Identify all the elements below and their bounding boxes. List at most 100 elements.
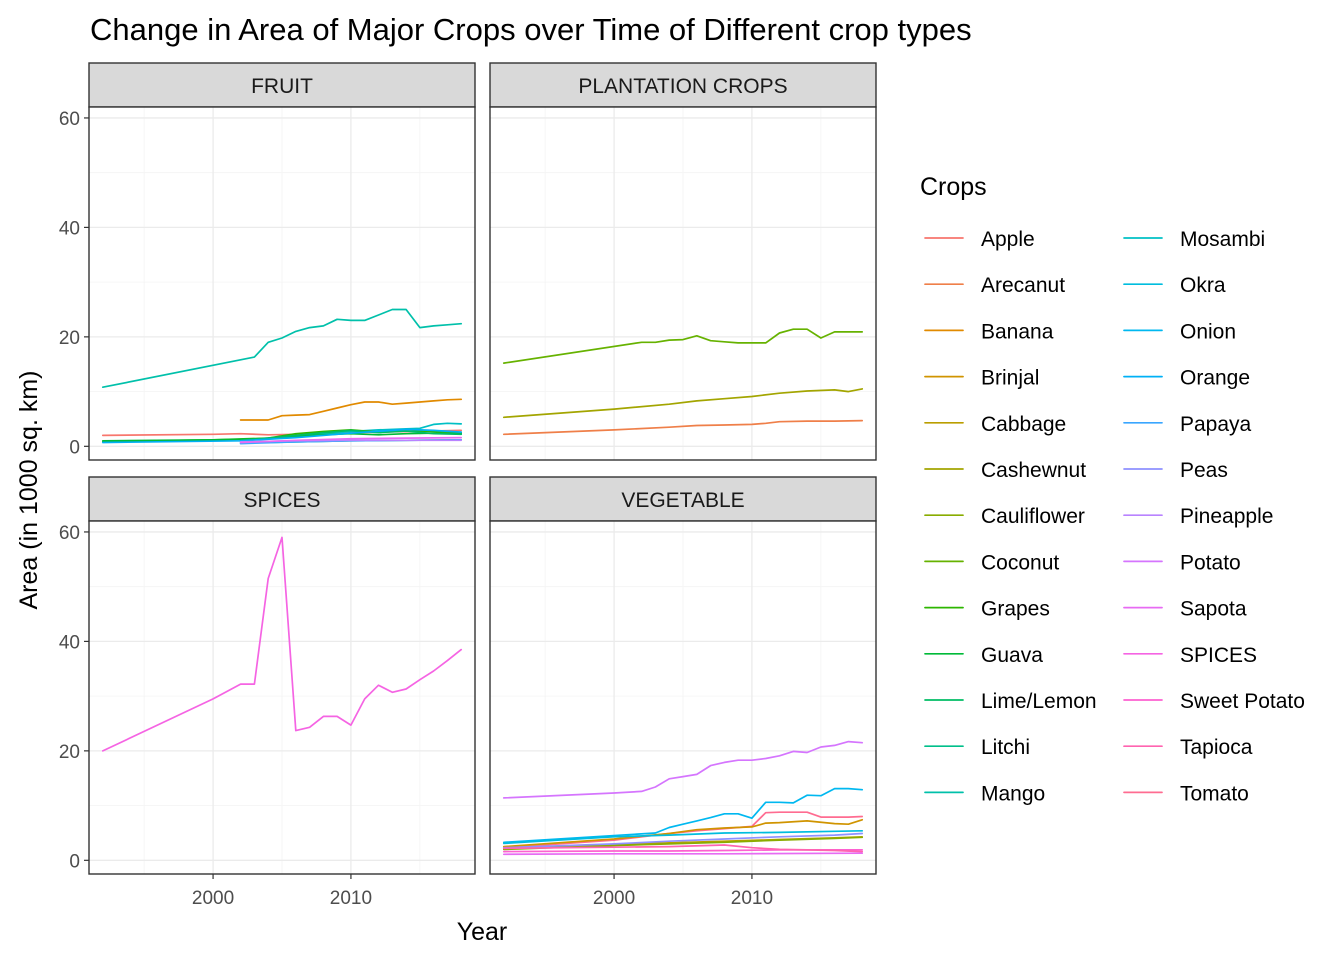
facet-strip-label: VEGETABLE bbox=[621, 489, 744, 512]
legend-label: Guava bbox=[981, 644, 1043, 667]
series-line bbox=[502, 852, 864, 856]
legend-label: Tapioca bbox=[1180, 736, 1253, 759]
legend-item: Pineapple bbox=[1123, 505, 1273, 528]
y-tick-label: 60 bbox=[59, 523, 80, 544]
y-tick-label: 60 bbox=[59, 109, 80, 130]
legend-item: Orange bbox=[1123, 367, 1250, 390]
legend-label: Arecanut bbox=[981, 274, 1065, 297]
y-tick-label: 20 bbox=[59, 328, 80, 349]
series-line bbox=[502, 388, 864, 419]
facet-strip bbox=[88, 62, 476, 108]
legend-item: Cabbage bbox=[924, 413, 1066, 436]
legend-label: Cauliflower bbox=[981, 505, 1085, 528]
legend-item: Cashewnut bbox=[924, 459, 1086, 482]
legend-item: Sweet Potato bbox=[1123, 690, 1305, 713]
legend-item: Peas bbox=[1123, 459, 1228, 482]
legend-title: Crops bbox=[920, 173, 987, 201]
legend-label: Cabbage bbox=[981, 413, 1066, 436]
legend-label: Potato bbox=[1180, 551, 1241, 574]
legend-label: Cashewnut bbox=[981, 459, 1086, 482]
panel-series bbox=[101, 536, 463, 752]
series-line bbox=[502, 740, 864, 799]
facet-strip bbox=[489, 62, 877, 108]
legend-item: Sapota bbox=[1123, 598, 1247, 621]
legend-label: Sweet Potato bbox=[1180, 690, 1305, 713]
legend-label: Lime/Lemon bbox=[981, 690, 1097, 713]
series-line bbox=[502, 787, 864, 844]
facet-panel-fruit: FRUIT bbox=[88, 62, 476, 461]
legend: Crops Apple Arecanut Banana Brinjal Cabbage C… bbox=[920, 173, 1305, 805]
series-line bbox=[502, 328, 864, 364]
legend-item: Onion bbox=[1123, 320, 1236, 343]
legend-label: Peas bbox=[1180, 459, 1228, 482]
y-tick-label: 40 bbox=[59, 632, 80, 653]
legend-item: Banana bbox=[924, 320, 1054, 343]
series-line bbox=[502, 818, 864, 848]
legend-item: Apple bbox=[924, 228, 1035, 251]
facet-panel-vegetable: VEGETABLE bbox=[489, 476, 877, 875]
legend-item: Papaya bbox=[1123, 413, 1252, 436]
legend-item: Tomato bbox=[1123, 782, 1249, 805]
y-tick-label: 20 bbox=[59, 742, 80, 763]
legend-label: Tomato bbox=[1180, 782, 1249, 805]
legend-item: Litchi bbox=[924, 736, 1030, 759]
facet-strip-label: SPICES bbox=[243, 489, 320, 512]
y-tick-label: 0 bbox=[69, 437, 80, 458]
panel-series bbox=[502, 328, 864, 436]
legend-item: Brinjal bbox=[924, 367, 1039, 390]
facet-panel-plantation-crops: PLANTATION CROPS bbox=[489, 62, 877, 461]
panel-grid bbox=[490, 107, 876, 460]
legend-label: Apple bbox=[981, 228, 1035, 251]
legend-item: Coconut bbox=[924, 551, 1059, 574]
legend-item: Okra bbox=[1123, 274, 1226, 297]
legend-label: Banana bbox=[981, 320, 1054, 343]
legend-label: Litchi bbox=[981, 736, 1030, 759]
panel-border bbox=[88, 106, 476, 461]
axes: 0 20 40 60 0 20 40 60 2000 2010 2000 2010 bbox=[59, 109, 773, 909]
panel-grid bbox=[89, 521, 475, 874]
legend-items: Apple Arecanut Banana Brinjal Cabbage Cashewn… bbox=[924, 228, 1305, 805]
series-line bbox=[101, 308, 463, 389]
x-axis-title: Year bbox=[457, 918, 508, 946]
legend-item: Potato bbox=[1123, 551, 1241, 574]
x-tick-label: 2000 bbox=[593, 888, 635, 909]
legend-label: Papaya bbox=[1180, 413, 1252, 436]
x-tick-label: 2000 bbox=[192, 888, 234, 909]
legend-item: SPICES bbox=[1123, 644, 1257, 667]
y-tick-label: 40 bbox=[59, 218, 80, 239]
legend-label: Onion bbox=[1180, 320, 1236, 343]
legend-item: Lime/Lemon bbox=[924, 690, 1097, 713]
legend-item: Guava bbox=[924, 644, 1043, 667]
legend-item: Grapes bbox=[924, 598, 1050, 621]
legend-label: Grapes bbox=[981, 598, 1050, 621]
facet-strip-label: PLANTATION CROPS bbox=[578, 75, 787, 98]
legend-label: Okra bbox=[1180, 274, 1226, 297]
panel-grid bbox=[490, 521, 876, 874]
y-tick-label: 0 bbox=[69, 851, 80, 872]
legend-item: Cauliflower bbox=[924, 505, 1085, 528]
series-line bbox=[101, 536, 463, 752]
series-line bbox=[239, 436, 463, 444]
facet-strip bbox=[489, 476, 877, 522]
series-line bbox=[502, 836, 864, 851]
chart-title: Change in Area of Major Crops over Time … bbox=[90, 12, 972, 47]
legend-label: Mosambi bbox=[1180, 228, 1265, 251]
legend-item: Mosambi bbox=[1123, 228, 1265, 251]
panel-border bbox=[88, 520, 476, 875]
legend-label: SPICES bbox=[1180, 644, 1257, 667]
x-tick-label: 2010 bbox=[330, 888, 372, 909]
series-line bbox=[502, 419, 864, 436]
legend-label: Pineapple bbox=[1180, 505, 1273, 528]
series-line bbox=[101, 428, 463, 444]
series-line bbox=[502, 832, 864, 849]
series-line bbox=[502, 844, 864, 853]
legend-label: Mango bbox=[981, 782, 1045, 805]
legend-item: Tapioca bbox=[1123, 736, 1253, 759]
facet-panel-spices: SPICES bbox=[88, 476, 476, 875]
facet-strip-label: FRUIT bbox=[251, 75, 313, 98]
series-line bbox=[502, 829, 864, 845]
series-line bbox=[239, 398, 463, 421]
legend-label: Coconut bbox=[981, 551, 1059, 574]
legend-item: Mango bbox=[924, 782, 1045, 805]
